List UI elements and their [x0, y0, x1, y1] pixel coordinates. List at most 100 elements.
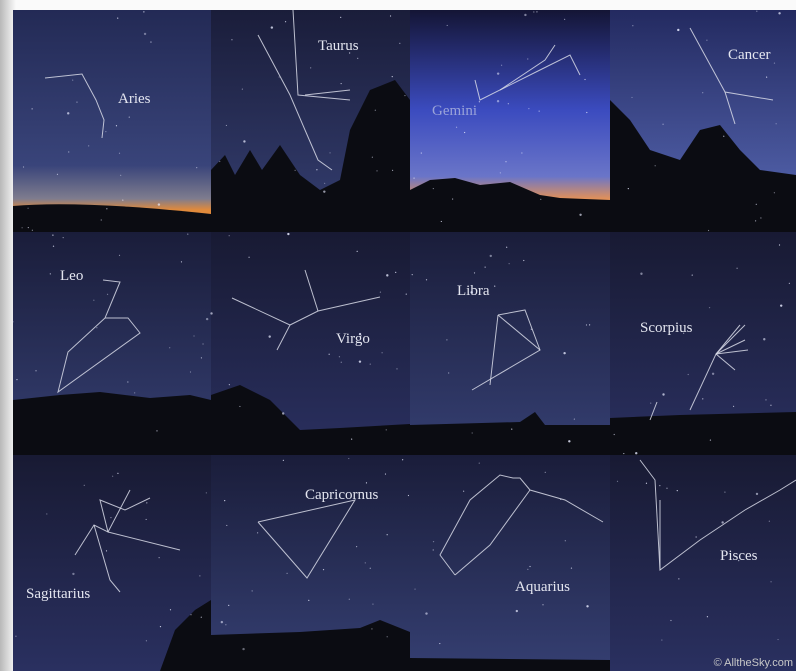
star [778, 12, 780, 14]
credit: © AlltheSky.com [714, 657, 793, 669]
star [402, 459, 403, 460]
star [257, 532, 258, 533]
star [356, 546, 357, 547]
star [709, 307, 710, 308]
star [395, 272, 396, 273]
star [456, 127, 457, 128]
star [712, 373, 714, 375]
star [500, 172, 501, 173]
star [365, 562, 366, 563]
star [528, 108, 529, 109]
star [339, 356, 340, 357]
star [479, 463, 480, 464]
star [32, 108, 33, 109]
star [692, 274, 693, 275]
star [248, 257, 249, 258]
star [170, 609, 171, 610]
star [53, 246, 54, 247]
star [112, 476, 113, 477]
star [485, 267, 486, 268]
star [501, 65, 502, 66]
star [470, 291, 472, 293]
star [146, 519, 147, 520]
constellation-label: Virgo [336, 331, 370, 347]
star [187, 234, 188, 235]
star [584, 79, 585, 80]
star [706, 40, 707, 41]
star [324, 183, 325, 184]
star [35, 370, 36, 371]
star [143, 11, 144, 12]
star [282, 412, 284, 414]
star [190, 614, 191, 615]
star [229, 384, 230, 385]
star [372, 603, 373, 604]
star [310, 67, 311, 68]
star [589, 324, 590, 325]
panel [13, 10, 211, 232]
star [696, 536, 697, 537]
star [678, 578, 679, 579]
star [27, 208, 28, 209]
star [349, 52, 350, 53]
star [586, 112, 587, 113]
star [426, 279, 427, 280]
star [386, 274, 388, 276]
star [117, 18, 118, 19]
star [702, 92, 703, 93]
constellation-label: Sagittarius [26, 586, 90, 602]
star [617, 481, 618, 482]
star [88, 145, 89, 146]
star [756, 204, 757, 205]
star [774, 192, 775, 193]
star [348, 458, 349, 459]
star [579, 214, 581, 216]
star [523, 260, 524, 261]
star [568, 440, 570, 442]
star [376, 170, 377, 171]
star [117, 473, 118, 474]
star [225, 624, 226, 625]
star [545, 472, 546, 473]
star [777, 639, 778, 640]
star [533, 11, 534, 12]
star [508, 103, 509, 104]
star [134, 392, 135, 393]
star [283, 460, 284, 461]
star [463, 491, 464, 492]
star [357, 58, 358, 59]
star [452, 198, 453, 199]
star [120, 175, 121, 176]
star [586, 605, 588, 607]
star [269, 335, 271, 337]
star [635, 452, 637, 454]
star [285, 21, 286, 22]
star [736, 268, 737, 269]
star [202, 343, 203, 344]
star [93, 300, 94, 301]
star [57, 174, 58, 175]
star [279, 76, 280, 77]
star [531, 329, 532, 330]
constellation-label: Cancer [728, 47, 770, 63]
star [574, 418, 575, 419]
star [122, 199, 123, 200]
star [206, 492, 207, 493]
star [707, 616, 708, 617]
star [226, 525, 227, 526]
star [52, 235, 53, 236]
star [76, 101, 77, 102]
constellation-label: Gemini [432, 103, 477, 119]
constellation-label: Libra [457, 283, 490, 299]
star [408, 495, 409, 496]
star [509, 263, 510, 264]
star [181, 261, 182, 262]
star [662, 124, 663, 125]
star [13, 321, 14, 322]
star [359, 360, 361, 362]
star [506, 247, 507, 248]
star [723, 136, 724, 137]
star [169, 347, 170, 348]
star [527, 58, 528, 59]
star [116, 125, 117, 126]
